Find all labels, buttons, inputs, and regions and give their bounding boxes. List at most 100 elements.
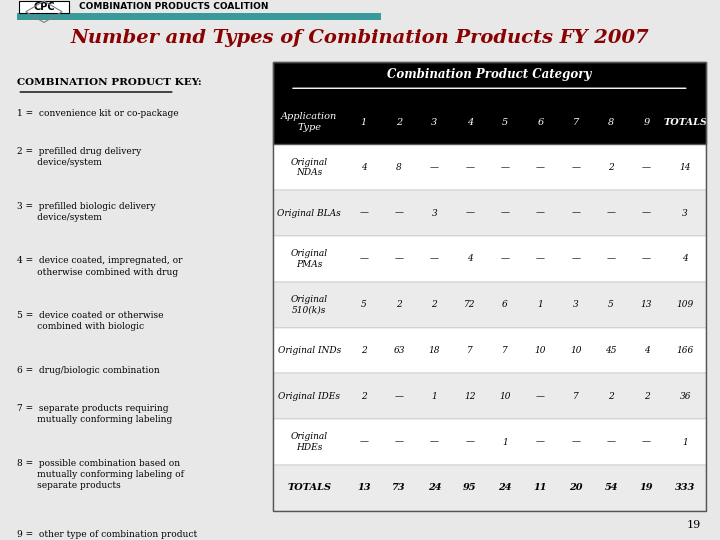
Text: 10: 10 — [535, 346, 546, 355]
Bar — [273, 144, 706, 190]
Text: —: — — [465, 208, 474, 218]
Text: 95: 95 — [463, 483, 477, 492]
Text: 13: 13 — [641, 300, 652, 309]
Text: TOTALS: TOTALS — [663, 118, 707, 126]
Text: 8 =  possible combination based on
       mutually conforming labeling of
      : 8 = possible combination based on mutual… — [17, 459, 184, 490]
Bar — [273, 190, 706, 236]
Text: Original INDs: Original INDs — [278, 346, 341, 355]
Text: 3: 3 — [431, 118, 438, 126]
Text: —: — — [536, 208, 545, 218]
Text: Original
HDEs: Original HDEs — [291, 433, 328, 452]
Text: 2: 2 — [644, 392, 649, 401]
Text: 2: 2 — [396, 118, 402, 126]
Text: 2: 2 — [396, 300, 402, 309]
Text: —: — — [642, 437, 651, 447]
Bar — [273, 62, 706, 511]
Text: —: — — [395, 392, 403, 401]
Text: 9 =  other type of combination product: 9 = other type of combination product — [17, 530, 197, 539]
Text: 4: 4 — [467, 254, 472, 264]
Bar — [273, 328, 706, 373]
Text: 72: 72 — [464, 300, 475, 309]
Text: —: — — [571, 254, 580, 264]
Text: Combination Product Category: Combination Product Category — [387, 68, 592, 81]
Text: 19: 19 — [640, 483, 653, 492]
Text: —: — — [642, 254, 651, 264]
Text: —: — — [465, 163, 474, 172]
Text: 24: 24 — [498, 483, 512, 492]
Text: —: — — [395, 254, 403, 264]
Bar — [273, 465, 706, 511]
Text: 4 =  device coated, impregnated, or
       otherwise combined with drug: 4 = device coated, impregnated, or other… — [17, 256, 183, 276]
Text: 3: 3 — [573, 300, 579, 309]
Text: —: — — [359, 437, 368, 447]
Text: TOTALS: TOTALS — [287, 483, 331, 492]
Text: 3: 3 — [431, 208, 437, 218]
Bar — [273, 282, 706, 328]
Text: 36: 36 — [680, 392, 691, 401]
Text: 18: 18 — [428, 346, 440, 355]
Text: 63: 63 — [393, 346, 405, 355]
Text: 2: 2 — [608, 163, 614, 172]
Text: —: — — [607, 437, 616, 447]
Text: —: — — [642, 163, 651, 172]
Text: Application
Type: Application Type — [282, 112, 338, 132]
Bar — [273, 419, 706, 465]
Text: 12: 12 — [464, 392, 475, 401]
Bar — [273, 62, 706, 144]
Text: 2: 2 — [361, 392, 366, 401]
Text: 3 =  prefilled biologic delivery
       device/system: 3 = prefilled biologic delivery device/s… — [17, 202, 156, 222]
Text: COMBINATION PRODUCTS COALITION: COMBINATION PRODUCTS COALITION — [79, 3, 269, 11]
Text: 14: 14 — [680, 163, 691, 172]
Text: 4: 4 — [644, 346, 649, 355]
Text: 7: 7 — [467, 346, 472, 355]
Text: Original
PMAs: Original PMAs — [291, 249, 328, 268]
Text: 7: 7 — [572, 118, 579, 126]
Text: —: — — [500, 208, 510, 218]
Text: 9: 9 — [644, 118, 649, 126]
Text: —: — — [642, 208, 651, 218]
Text: 24: 24 — [428, 483, 441, 492]
Text: Original
510(k)s: Original 510(k)s — [291, 295, 328, 314]
Text: —: — — [536, 163, 545, 172]
Text: Original
NDAs: Original NDAs — [291, 158, 328, 177]
Text: 1 =  convenience kit or co-package: 1 = convenience kit or co-package — [17, 109, 179, 118]
Text: 109: 109 — [677, 300, 694, 309]
Text: —: — — [500, 163, 510, 172]
Text: 1: 1 — [538, 300, 544, 309]
Text: 166: 166 — [677, 346, 694, 355]
Text: 2: 2 — [431, 300, 437, 309]
Text: 73: 73 — [392, 483, 406, 492]
Text: —: — — [536, 392, 545, 401]
Text: 2 =  prefilled drug delivery
       device/system: 2 = prefilled drug delivery device/syste… — [17, 147, 142, 167]
Text: —: — — [430, 437, 439, 447]
Text: 2: 2 — [361, 346, 366, 355]
Text: 10: 10 — [500, 392, 511, 401]
Text: 8: 8 — [396, 163, 402, 172]
Bar — [273, 62, 706, 144]
Text: —: — — [571, 208, 580, 218]
Text: 10: 10 — [570, 346, 582, 355]
Text: 5: 5 — [502, 118, 508, 126]
Text: 6: 6 — [537, 118, 544, 126]
Text: 4: 4 — [361, 163, 366, 172]
Bar — [273, 373, 706, 419]
Text: 45: 45 — [606, 346, 617, 355]
Text: —: — — [395, 437, 403, 447]
Bar — [19, 1, 69, 13]
Text: 4: 4 — [683, 254, 688, 264]
Text: —: — — [500, 254, 510, 264]
Text: 1: 1 — [503, 437, 508, 447]
Text: 1: 1 — [361, 118, 366, 126]
Text: 7: 7 — [503, 346, 508, 355]
Text: 5 =  device coated or otherwise
       combined with biologic: 5 = device coated or otherwise combined … — [17, 311, 164, 331]
Text: —: — — [571, 163, 580, 172]
Text: 54: 54 — [604, 483, 618, 492]
Text: —: — — [359, 208, 368, 218]
Text: —: — — [607, 208, 616, 218]
Text: —: — — [536, 437, 545, 447]
Text: 8: 8 — [608, 118, 614, 126]
Text: Original IDEs: Original IDEs — [279, 392, 341, 401]
Text: 5: 5 — [361, 300, 366, 309]
Text: 3: 3 — [683, 208, 688, 218]
Text: —: — — [607, 254, 616, 264]
